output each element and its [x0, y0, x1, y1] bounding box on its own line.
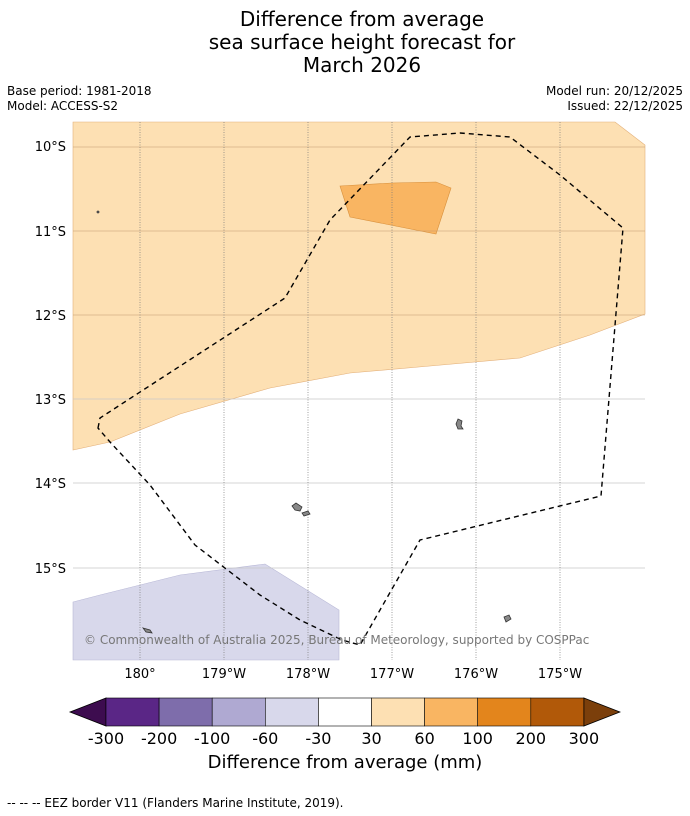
title-line-3: March 2026	[302, 53, 422, 77]
colorbar-extend-high	[583, 697, 622, 727]
island-northwest	[96, 210, 100, 214]
colorbar-title: Difference from average (mm)	[207, 752, 483, 773]
lat-label-15s: 15°S	[35, 562, 66, 577]
lon-label-179w: 179°W	[202, 667, 246, 682]
model-name: Model: ACCESS-S2	[7, 99, 119, 113]
colorbar-tick-label: 200	[515, 729, 547, 748]
lat-label-12s: 12°S	[35, 309, 66, 324]
lon-label-177w: 177°W	[370, 667, 414, 682]
colorbar-segment	[105, 697, 160, 727]
issued-date: Issued: 22/12/2025	[567, 99, 683, 113]
lat-label-13s: 13°S	[35, 393, 66, 408]
lon-label-180: 180°	[124, 667, 155, 682]
lat-label-10s: 10°S	[35, 140, 66, 155]
colorbar-segment	[264, 697, 319, 727]
lon-label-178w: 178°W	[286, 667, 330, 682]
islands	[96, 210, 512, 634]
colorbar-segment	[424, 697, 479, 727]
colorbar-segment	[158, 697, 213, 727]
colorbar-tick-label: -60	[252, 729, 279, 748]
chart-title: Difference from average sea surface heig…	[0, 8, 690, 77]
model-run: Model run: 20/12/2025	[545, 84, 683, 98]
colorbar-tick-label: 60	[414, 729, 435, 748]
eez-legend-note: -- -- -- EEZ border V11 (Flanders Marine…	[7, 796, 344, 810]
colorbar-segment	[530, 697, 585, 727]
colorbar-extend-low	[68, 697, 107, 727]
colorbar-segment	[371, 697, 425, 727]
lon-gridlines	[139, 122, 561, 660]
colorbar-tick-label: -30	[305, 729, 332, 748]
eez-border	[97, 132, 624, 646]
island-southeast	[503, 614, 512, 623]
colorbar-segment	[211, 697, 266, 727]
colorbar-segment	[477, 697, 532, 727]
colorbar-segment	[318, 697, 372, 727]
title-line-1: Difference from average	[239, 7, 485, 31]
lat-label-14s: 14°S	[35, 477, 66, 492]
island-southwest	[141, 627, 153, 634]
island-east	[455, 418, 464, 430]
base-period: Base period: 1981-2018	[7, 84, 152, 98]
meta-right: Model run: 20/12/2025 Issued: 22/12/2025	[546, 84, 683, 114]
anomaly-region-neg-30-60	[72, 563, 340, 661]
colorbar-tick-label: -200	[140, 729, 178, 748]
lat-gridlines	[73, 146, 645, 316]
meta-left: Base period: 1981-2018 Model: ACCESS-S2	[7, 84, 152, 114]
lon-label-176w: 176°W	[454, 667, 498, 682]
island-central-b	[301, 510, 311, 517]
island-central-a	[291, 502, 303, 512]
copyright-notice: © Commonwealth of Australia 2025, Bureau…	[84, 633, 590, 647]
colorbar	[68, 697, 622, 727]
colorbar-tick-label: 300	[568, 729, 600, 748]
colorbar-tick-label: -100	[194, 729, 231, 748]
lat-label-11s: 11°S	[35, 225, 66, 240]
colorbar-tick-label: -300	[87, 729, 125, 748]
colorbar-tick-label: 30	[361, 729, 382, 748]
map-area	[72, 121, 646, 661]
lon-label-175w: 175°W	[538, 667, 582, 682]
colorbar-tick-label: 100	[462, 729, 493, 748]
title-line-2: sea surface height forecast for	[208, 30, 516, 54]
